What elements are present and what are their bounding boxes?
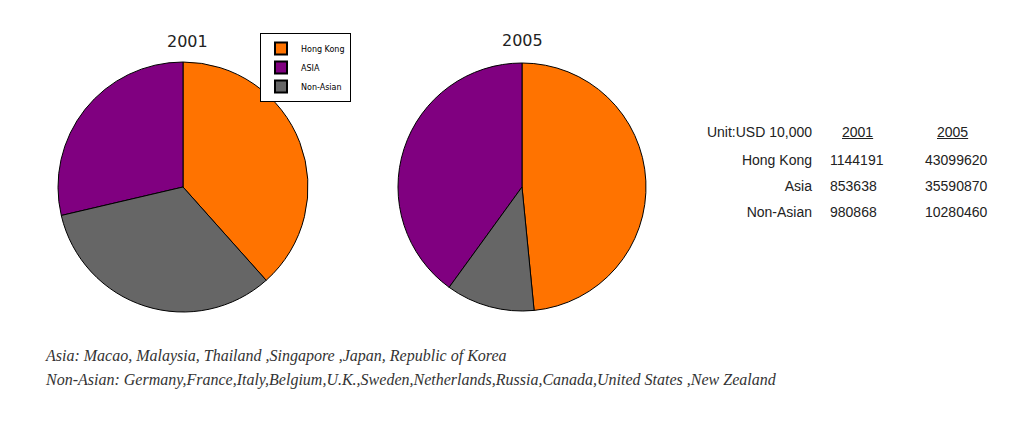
html-text:Non-Asian: Germany,France,Ital: Non-Asian: Germany,France,Italy,Belgium,… [46,371,776,388]
html-text:Hong Kong: Hong Kong [741,152,812,168]
html-text:2001: 2001 [842,124,874,140]
html-text:Asia: Asia [784,178,812,194]
svg-text:Hong Kong: Hong Kong [301,45,345,54]
svg-text:ASIA: ASIA [301,64,320,73]
svg-text:2005: 2005 [502,31,543,50]
html-text:Asia: Macao, Malaysia, Thailan: Asia: Macao, Malaysia, Thailand ,Singapo… [46,347,507,364]
svg-text:Non-Asian: Non-Asian [301,83,342,92]
html-text:2005: 2005 [937,124,969,140]
html-text:853638: 853638 [830,178,877,194]
html-text:10280460: 10280460 [925,204,988,220]
html-text:43099620: 43099620 [925,152,988,168]
html-text:980868: 980868 [830,204,877,220]
html-text:Unit:USD 10,000: Unit:USD 10,000 [706,124,812,140]
svg-text:2001: 2001 [167,32,208,51]
html-text:1144191: 1144191 [830,152,884,168]
html-text:Non-Asian: Non-Asian [746,204,812,220]
html-text:35590870: 35590870 [925,178,988,194]
